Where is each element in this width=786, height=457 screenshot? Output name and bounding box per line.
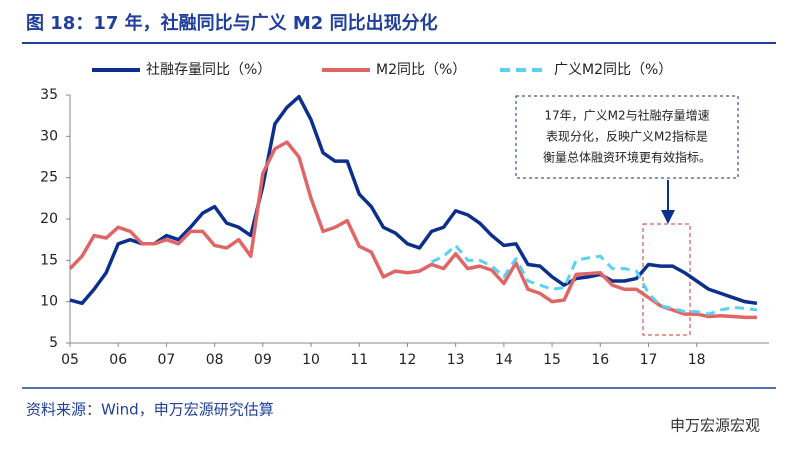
annotation: 衡量总体融资环境更有效指标。 [543, 150, 711, 165]
arrow-head [661, 210, 675, 224]
watermark: 申万宏源宏观 [670, 417, 760, 435]
x-tick-label: 17 [640, 352, 658, 368]
y-tick-label: 30 [40, 128, 58, 144]
annotation-box [515, 95, 739, 179]
y-tick-label: 20 [40, 211, 58, 227]
y-tick-label: 10 [40, 294, 58, 310]
legend-label: M2同比（%） [376, 62, 466, 78]
x-tick-label: 07 [157, 352, 175, 368]
x-tick-label: 10 [302, 352, 320, 368]
x-tick-label: 12 [399, 352, 417, 368]
series-line [69, 94, 758, 306]
x-tick-label: 06 [109, 352, 127, 368]
source: 资料来源：Wind，申万宏源研究估算 [26, 401, 274, 419]
x-tick-label: 14 [495, 352, 513, 368]
x-tick-label: 13 [447, 352, 465, 368]
series-line [68, 140, 757, 320]
annotation: 17年，广义M2与社融存量增速 [544, 108, 709, 123]
y-tick-label: 35 [40, 87, 58, 103]
series-line [430, 243, 758, 316]
legend-label: 广义M2同比（%） [554, 62, 672, 78]
x-tick-label: 18 [688, 352, 706, 368]
x-tick-label: 15 [543, 352, 561, 368]
y-tick-label: 25 [40, 170, 58, 186]
highlight-box [642, 223, 691, 336]
x-tick-label: 09 [254, 352, 272, 368]
x-tick-label: 16 [591, 352, 609, 368]
legend-label: 社融存量同比（%） [146, 62, 271, 78]
annotation: 表现分化，反映广义M2指标是 [546, 129, 708, 144]
x-tick-label: 08 [206, 352, 224, 368]
y-tick-label: 15 [40, 252, 58, 268]
chart-title: 图 18：17 年，社融同比与广义 M2 同比出现分化 [26, 12, 438, 34]
y-tick-label: 5 [49, 335, 58, 351]
x-tick-label: 05 [61, 352, 79, 368]
x-tick-label: 11 [350, 352, 368, 368]
